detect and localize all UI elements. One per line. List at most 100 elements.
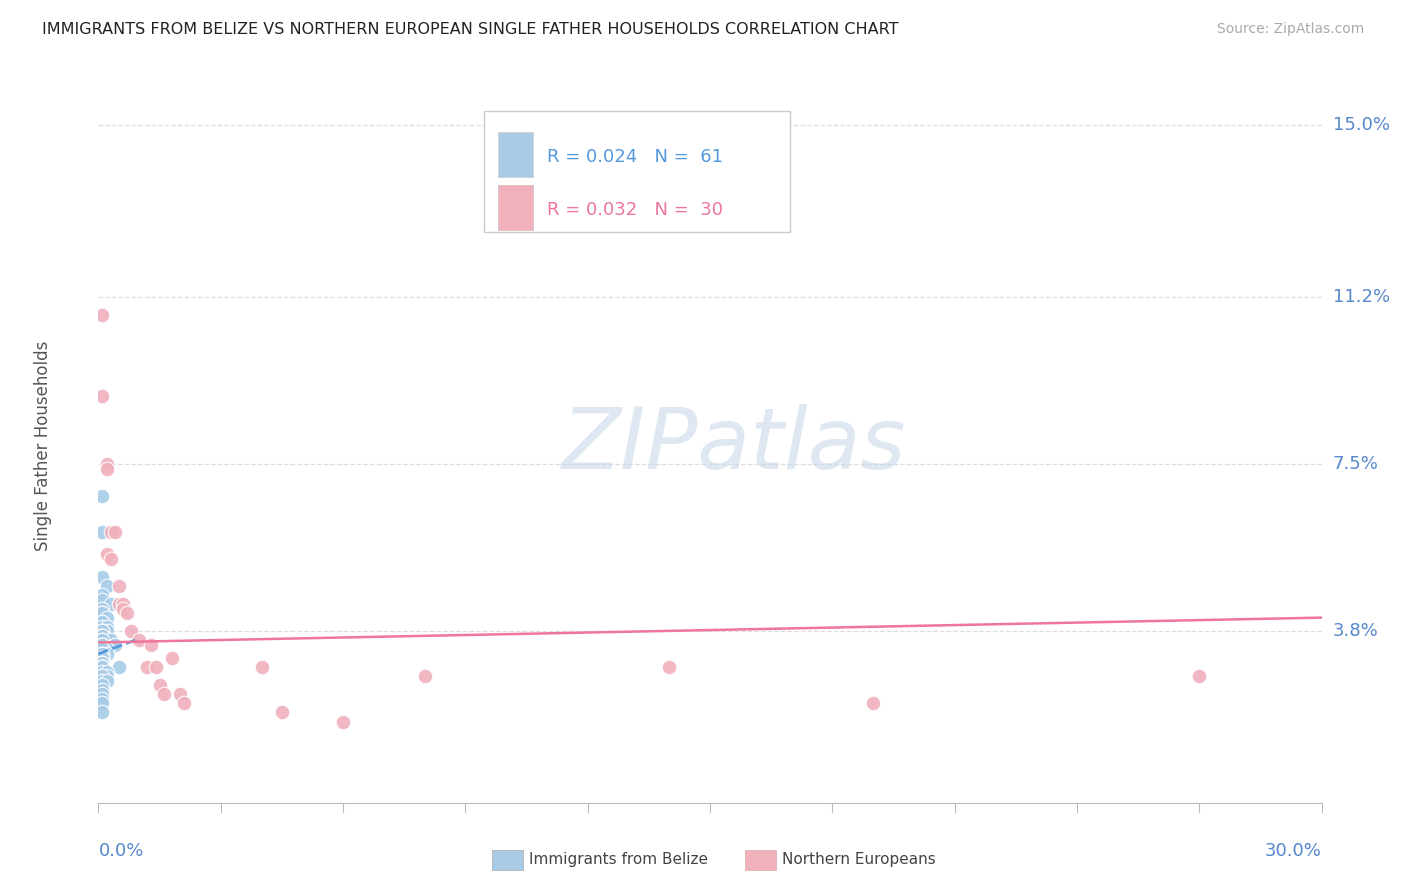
Text: 11.2%: 11.2% [1333,288,1391,306]
Point [91,588,114,602]
Point [250,660,273,674]
Text: Immigrants from Belize: Immigrants from Belize [529,853,707,867]
Point [108,579,131,593]
Point [91,624,114,639]
Point [91,592,114,607]
Point [91,651,114,665]
Point [91,633,114,648]
Point [96,620,118,634]
FancyBboxPatch shape [484,111,790,232]
Text: 30.0%: 30.0% [1265,842,1322,860]
Point [136,660,159,674]
Text: IMMIGRANTS FROM BELIZE VS NORTHERN EUROPEAN SINGLE FATHER HOUSEHOLDS CORRELATION: IMMIGRANTS FROM BELIZE VS NORTHERN EUROP… [42,22,898,37]
Point [91,638,114,652]
Point [96,461,118,475]
Bar [498,186,533,230]
Point [96,642,118,657]
Text: 0.0%: 0.0% [98,842,143,860]
Point [96,669,118,683]
Point [115,606,138,620]
Point [91,678,114,692]
Point [91,624,114,639]
Point [96,673,118,688]
Point [152,687,174,701]
Point [1188,669,1211,683]
Text: R = 0.024   N =  61: R = 0.024 N = 61 [547,148,723,166]
Point [91,633,114,648]
Point [91,651,114,665]
Point [91,660,114,674]
Point [149,678,172,692]
Text: 3.8%: 3.8% [1333,623,1378,640]
Point [91,665,114,679]
Point [91,673,114,688]
Text: Source: ZipAtlas.com: Source: ZipAtlas.com [1216,22,1364,37]
Point [91,308,114,322]
Point [96,647,118,661]
Point [91,629,114,643]
Point [91,647,114,661]
Point [104,524,127,539]
Point [96,548,118,562]
Point [91,629,114,643]
Point [100,633,122,648]
Point [91,656,114,670]
Point [91,389,114,403]
Point [91,606,114,620]
Point [91,660,114,674]
Point [91,656,114,670]
Point [128,633,150,648]
Point [108,597,131,611]
Point [91,615,114,629]
Point [145,660,167,674]
Point [91,687,114,701]
Text: Single Father Households: Single Father Households [34,341,52,551]
Point [100,552,122,566]
Point [100,597,122,611]
Point [91,642,114,657]
Text: R = 0.032   N =  30: R = 0.032 N = 30 [547,201,723,219]
Point [332,714,354,729]
Point [91,697,114,711]
Point [91,682,114,697]
Point [91,570,114,584]
Point [91,660,114,674]
Text: Northern Europeans: Northern Europeans [782,853,935,867]
Point [862,697,884,711]
Point [91,489,114,503]
Point [100,524,122,539]
Point [96,665,118,679]
Point [91,624,114,639]
Point [108,660,131,674]
Point [91,524,114,539]
Point [160,651,183,665]
Point [91,692,114,706]
Point [91,638,114,652]
Point [91,647,114,661]
Point [91,651,114,665]
Point [91,669,114,683]
Point [91,620,114,634]
Point [96,579,118,593]
Point [91,651,114,665]
Point [91,642,114,657]
Point [96,610,118,624]
Point [91,647,114,661]
Point [96,624,118,639]
Point [91,706,114,720]
Point [91,656,114,670]
Point [91,629,114,643]
Point [111,597,134,611]
Point [111,601,134,615]
Point [658,660,681,674]
Point [104,638,127,652]
Point [91,638,114,652]
Text: ZIPatlas: ZIPatlas [562,404,907,488]
Point [96,457,118,471]
Text: 15.0%: 15.0% [1333,116,1389,135]
Point [91,642,114,657]
Point [91,615,114,629]
Point [169,687,191,701]
Text: 7.5%: 7.5% [1333,455,1379,473]
Point [120,624,142,639]
